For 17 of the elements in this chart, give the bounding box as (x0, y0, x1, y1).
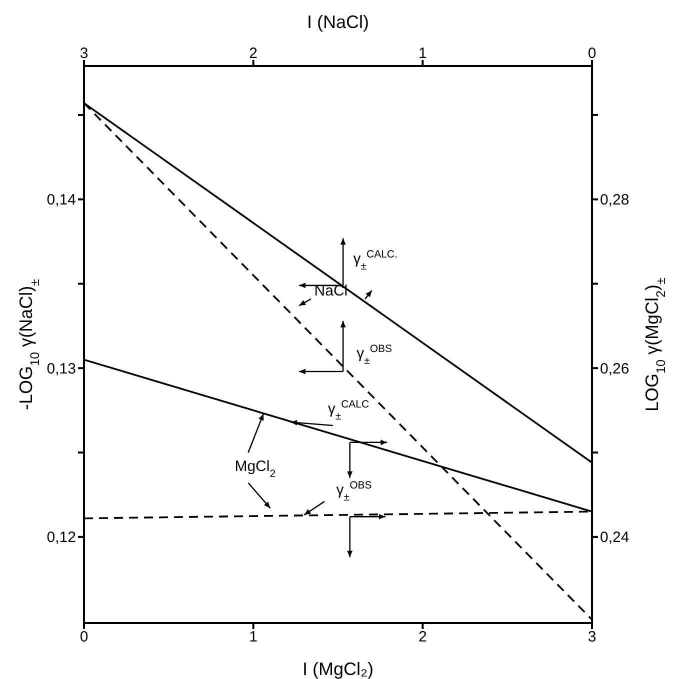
x2-tick-label: 3 (80, 45, 88, 62)
y-tick-label: 0,13 (46, 360, 76, 378)
y2-tick-label: 0,28 (600, 192, 630, 209)
y2-tick-label: 0,26 (600, 360, 630, 378)
y-tick-label: 0,14 (46, 192, 76, 209)
y-tick-label: 0,12 (46, 529, 76, 546)
x-axis-title: I (MgCl₂) (302, 659, 374, 679)
x2-axis-title: I (NaCl) (307, 12, 369, 32)
x-tick-label: 3 (588, 628, 596, 646)
x2-tick-label: 0 (588, 45, 596, 62)
x2-tick-label: 1 (418, 45, 427, 62)
annotation: MgCl$_{2}$ (234, 458, 276, 480)
x-tick-label: 2 (418, 628, 427, 646)
x-tick-label: 0 (80, 628, 88, 646)
x-tick-label: 1 (249, 628, 258, 646)
x2-tick-label: 2 (249, 45, 258, 62)
y2-tick-label: 0,24 (600, 529, 630, 546)
